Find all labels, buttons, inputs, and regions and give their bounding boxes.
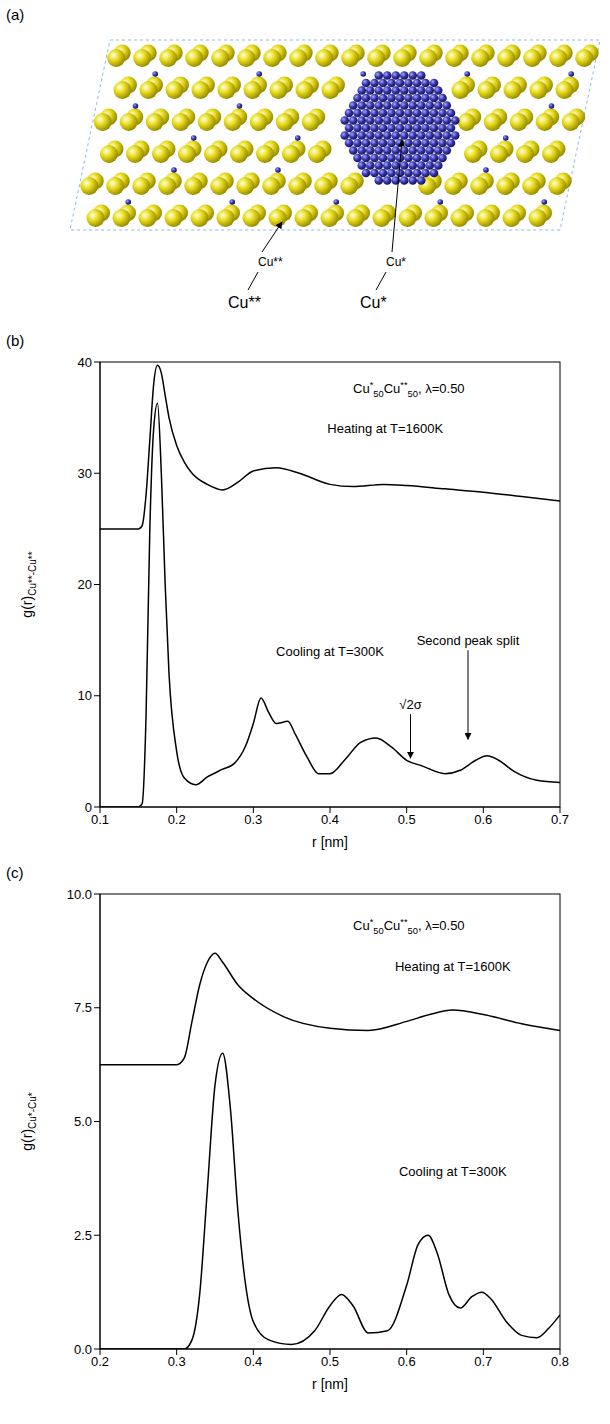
svg-text:Second peak split: Second peak split <box>417 633 520 648</box>
svg-text:0.4: 0.4 <box>321 812 339 827</box>
svg-text:0.3: 0.3 <box>244 812 262 827</box>
html-text:(c): (c) <box>6 864 24 881</box>
svg-text:0.5: 0.5 <box>321 1354 339 1369</box>
svg-text:Heating at T=1600K: Heating at T=1600K <box>327 421 443 436</box>
svg-text:Cu**: Cu** <box>228 294 261 311</box>
svg-text:0.8: 0.8 <box>551 1354 569 1369</box>
svg-text:Cu**: Cu** <box>258 255 283 269</box>
svg-text:0.3: 0.3 <box>168 1354 186 1369</box>
svg-text:0.5: 0.5 <box>398 812 416 827</box>
svg-text:Cooling at T=300K: Cooling at T=300K <box>276 644 384 659</box>
svg-text:40: 40 <box>78 355 92 370</box>
svg-text:0.7: 0.7 <box>474 1354 492 1369</box>
svg-text:7.5: 7.5 <box>74 1000 92 1015</box>
svg-text:20: 20 <box>78 577 92 592</box>
svg-text:10.0: 10.0 <box>67 887 92 902</box>
svg-text:Cu*50Cu**50, λ=0.50: Cu*50Cu**50, λ=0.50 <box>353 380 465 399</box>
svg-text:Cu*50Cu**50, λ=0.50: Cu*50Cu**50, λ=0.50 <box>353 917 465 936</box>
svg-text:30: 30 <box>78 466 92 481</box>
svg-text:0.6: 0.6 <box>474 812 492 827</box>
svg-text:0.1: 0.1 <box>91 812 109 827</box>
svg-text:g(r)Cu**-Cu**: g(r)Cu**-Cu** <box>19 551 38 617</box>
html-text:(b): (b) <box>6 332 25 349</box>
svg-text:√2σ: √2σ <box>399 697 421 712</box>
svg-text:(a): (a) <box>6 6 24 23</box>
svg-text:0.2: 0.2 <box>168 812 186 827</box>
svg-text:g(r)Cu*-Cu*: g(r)Cu*-Cu* <box>19 1092 38 1151</box>
svg-text:Cooling at T=300K: Cooling at T=300K <box>399 1164 507 1179</box>
svg-text:r [nm]: r [nm] <box>312 834 348 850</box>
svg-text:0.0: 0.0 <box>74 1342 92 1357</box>
svg-text:0.2: 0.2 <box>91 1354 109 1369</box>
svg-text:10: 10 <box>78 688 92 703</box>
svg-text:Cu*: Cu* <box>360 294 387 311</box>
svg-text:5.0: 5.0 <box>74 1114 92 1129</box>
svg-text:Heating at T=1600K: Heating at T=1600K <box>395 959 511 974</box>
svg-text:2.5: 2.5 <box>74 1228 92 1243</box>
svg-text:r [nm]: r [nm] <box>312 1376 348 1392</box>
svg-text:0.7: 0.7 <box>551 812 569 827</box>
svg-text:Cu*: Cu* <box>386 255 406 269</box>
svg-text:0.6: 0.6 <box>398 1354 416 1369</box>
svg-text:0: 0 <box>85 800 92 815</box>
svg-text:0.4: 0.4 <box>244 1354 262 1369</box>
